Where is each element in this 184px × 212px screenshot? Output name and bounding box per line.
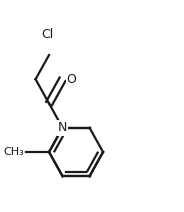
- Text: CH₃: CH₃: [3, 147, 24, 157]
- Text: N: N: [58, 121, 67, 134]
- Text: O: O: [66, 73, 76, 86]
- Text: Cl: Cl: [41, 28, 53, 41]
